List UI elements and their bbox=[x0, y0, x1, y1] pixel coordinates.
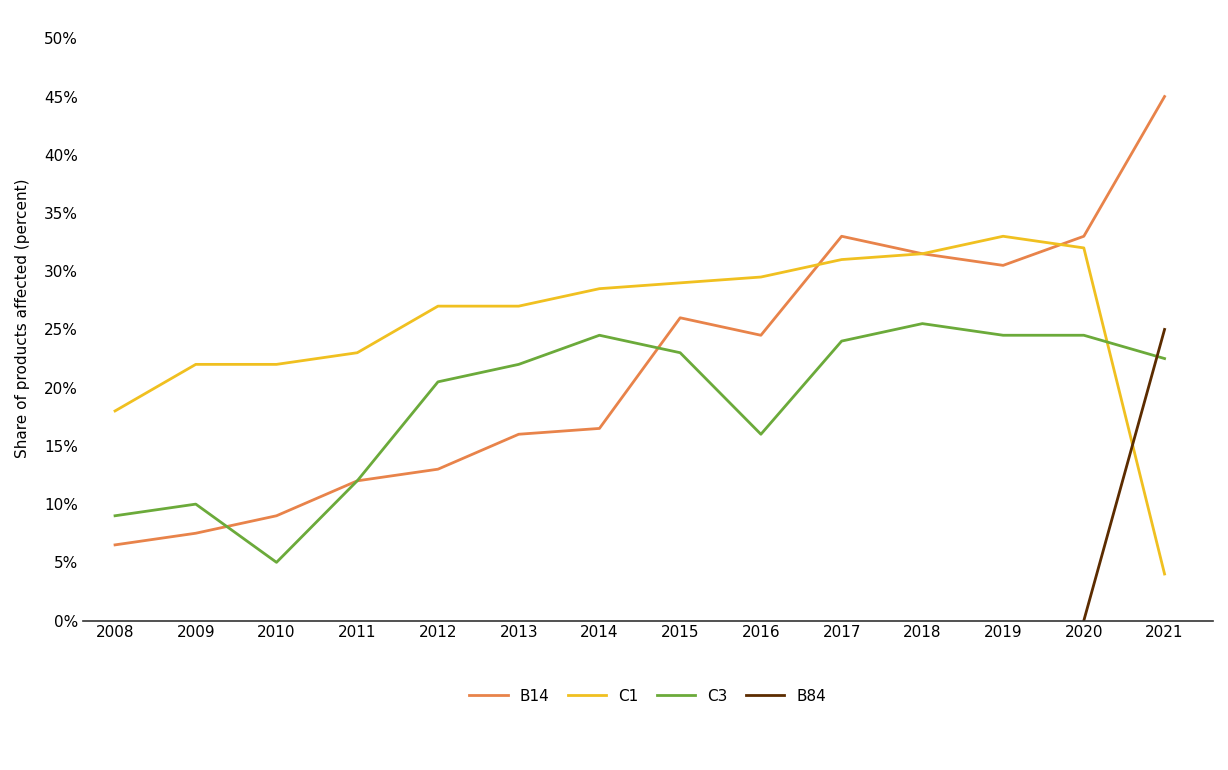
Y-axis label: Share of products affected (percent): Share of products affected (percent) bbox=[15, 178, 29, 457]
Legend: B14, C1, C3, B84: B14, C1, C3, B84 bbox=[463, 683, 833, 710]
